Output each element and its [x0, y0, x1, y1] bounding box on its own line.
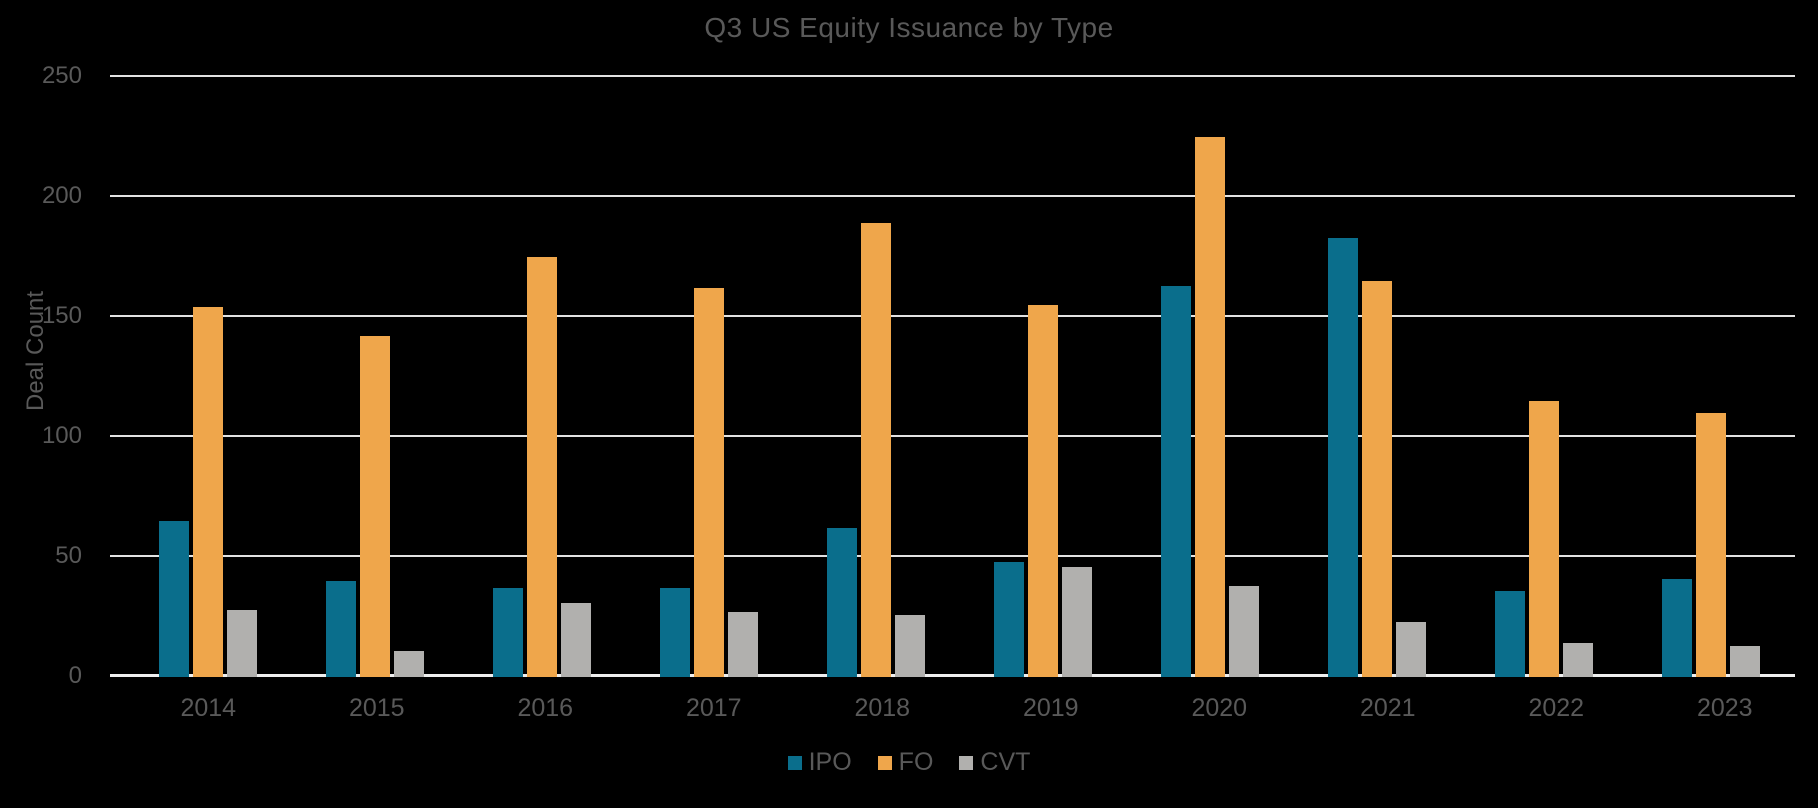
bar-cvt-2014	[226, 609, 257, 677]
legend-label-ipo: IPO	[808, 748, 852, 776]
x-tick-label-2016: 2016	[517, 694, 574, 722]
gridline	[110, 435, 1795, 437]
bar-cvt-2017	[727, 612, 758, 677]
bar-group-2016	[458, 77, 625, 677]
bar-group-2019	[959, 77, 1126, 677]
bar-fo-2023	[1696, 413, 1727, 677]
bar-cvt-2018	[894, 614, 925, 677]
bar-group-2014	[124, 77, 291, 677]
bar-fo-2015	[359, 336, 390, 677]
gridline	[110, 555, 1795, 557]
bar-cvt-2022	[1563, 643, 1594, 677]
x-tick-label-2018: 2018	[854, 694, 911, 722]
legend-item-cvt: CVT	[959, 748, 1030, 777]
chart-title: Q3 US Equity Issuance by Type	[704, 12, 1114, 43]
bar-group-2022	[1461, 77, 1628, 677]
y-tick-label: 100	[41, 422, 82, 449]
x-axis-labels: 2014 2015 2016 2017 2018 2019 2020 2021 2022 2023	[124, 694, 1809, 723]
x-tick-label-2023: 2023	[1696, 694, 1753, 722]
bar-ipo-2022	[1495, 590, 1526, 677]
bar-group-2021	[1294, 77, 1461, 677]
bar-fo-2017	[693, 288, 724, 677]
legend-swatch-cvt	[959, 755, 974, 770]
y-axis-title: Deal Count	[22, 290, 49, 411]
bar-cvt-2023	[1730, 645, 1761, 677]
bar-cvt-2015	[393, 650, 424, 677]
bar-fo-2014	[192, 307, 223, 677]
bar-group-2017	[625, 77, 792, 677]
bar-ipo-2021	[1328, 237, 1359, 677]
bar-group-2015	[291, 77, 458, 677]
y-tick-label: 150	[41, 302, 82, 329]
x-tick-label-2021: 2021	[1359, 694, 1416, 722]
legend-item-ipo: IPO	[787, 748, 852, 777]
bar-ipo-2015	[325, 581, 356, 677]
x-tick-label-2020: 2020	[1191, 694, 1248, 722]
bar-ipo-2016	[492, 588, 523, 677]
y-tick-label: 250	[41, 62, 82, 89]
y-tick-label: 200	[41, 182, 82, 209]
bar-fo-2019	[1028, 305, 1059, 677]
plot-area: 0 50 100 150 200 250	[42, 62, 1795, 689]
legend: IPO FO CVT	[0, 748, 1818, 777]
bar-ipo-2018	[826, 528, 857, 677]
gridline	[110, 195, 1795, 197]
bar-group-2023	[1628, 77, 1795, 677]
bar-group-2018	[792, 77, 959, 677]
bar-fo-2021	[1362, 281, 1393, 677]
legend-label-cvt: CVT	[980, 748, 1031, 776]
bars-layer	[124, 77, 1795, 677]
bar-ipo-2020	[1161, 285, 1192, 677]
legend-item-fo: FO	[877, 748, 934, 777]
legend-label-fo: FO	[898, 748, 934, 776]
x-tick-label-2015: 2015	[348, 694, 405, 722]
bar-cvt-2016	[560, 602, 591, 677]
y-tick-label: 50	[55, 542, 82, 569]
legend-swatch-fo	[877, 755, 892, 770]
x-tick-label-2022: 2022	[1528, 694, 1585, 722]
x-tick-label-2019: 2019	[1022, 694, 1079, 722]
bar-fo-2022	[1529, 401, 1560, 677]
bar-cvt-2020	[1229, 585, 1260, 677]
x-axis-line	[110, 674, 1795, 677]
gridline	[110, 75, 1795, 77]
bar-fo-2020	[1195, 137, 1226, 677]
legend-swatch-ipo	[787, 755, 802, 770]
x-tick-label-2014: 2014	[180, 694, 237, 722]
bar-cvt-2021	[1396, 621, 1427, 677]
bar-fo-2016	[526, 257, 557, 677]
gridline	[110, 315, 1795, 317]
bar-fo-2018	[860, 223, 891, 677]
y-tick-label: 0	[68, 662, 82, 689]
bar-ipo-2017	[659, 588, 690, 677]
bar-ipo-2023	[1662, 578, 1693, 677]
bar-cvt-2019	[1062, 566, 1093, 677]
x-tick-label-2017: 2017	[685, 694, 742, 722]
bar-ipo-2019	[994, 561, 1025, 677]
bar-group-2020	[1127, 77, 1294, 677]
bar-ipo-2014	[158, 521, 189, 677]
